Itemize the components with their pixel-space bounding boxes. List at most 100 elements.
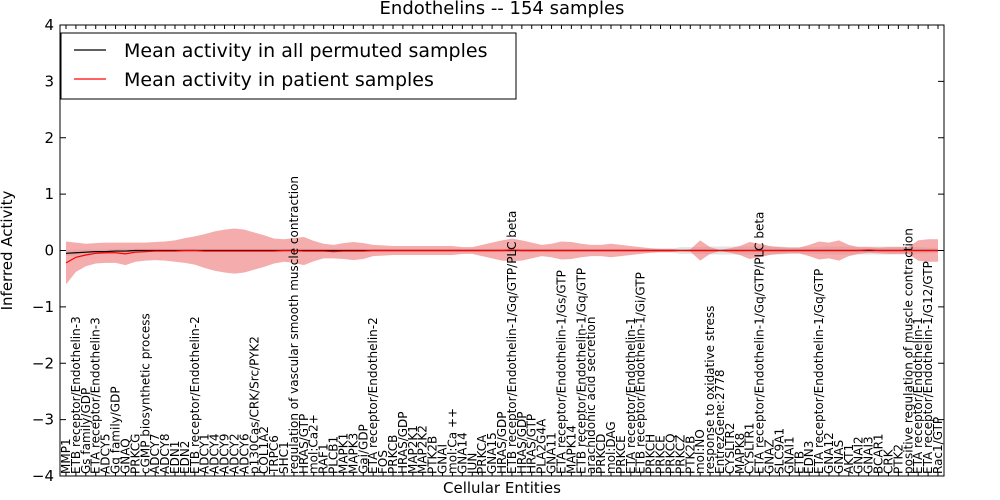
x-tick-label: ETA receptor/Endothelin-3 (89, 317, 103, 474)
x-tick-label: SHC1 (277, 441, 291, 474)
x-tick-label: mol:DAG (604, 421, 618, 474)
x-tick-label: TRPC6 (267, 435, 281, 475)
x-tick-label: PRKCQ (663, 433, 677, 474)
x-tick-label: PRKCH (644, 434, 658, 474)
x-tick-label: ETA receptor/Endothelin-1/G12/GTP (921, 261, 935, 474)
x-tick-label: CYSLTR2 (723, 423, 737, 474)
x-tick-label: ETA receptor/Endothelin-1/Gq/GTP (812, 269, 826, 474)
x-tick-label: BCAR1 (872, 433, 886, 474)
x-tick-label: ADCY5 (99, 433, 113, 474)
x-tick-label: GNAQ (118, 438, 132, 474)
x-tick-label: PRKCE (614, 435, 628, 474)
x-tick-label: FOS (376, 450, 390, 474)
x-tick-label: arachidonic acid secretion (584, 317, 598, 474)
y-tick-label: −4 (32, 467, 54, 485)
legend: Mean activity in all permuted samples Me… (60, 32, 517, 100)
chart-title: Endothelins -- 154 samples (380, 0, 625, 19)
x-tick-label: PRKCD (594, 434, 608, 474)
x-tick-label: GNA15 (485, 432, 499, 474)
series-lines (65, 249, 938, 264)
x-tick-label: ETA receptor/Endothelin-1/Gq/GTP/PLC bet… (753, 212, 767, 474)
x-tick-label: ADCY2 (227, 433, 241, 474)
y-tick-label: 3 (44, 72, 54, 90)
x-tick-label: mol:Ca2+ (307, 414, 321, 474)
x-tick-label: GNA14 (455, 432, 469, 474)
x-tick-label: SLC9A1 (772, 428, 786, 474)
x-tick-label: PRKCB (386, 435, 400, 474)
x-tick-label: EDN1 (168, 441, 182, 474)
x-tick-label: ETA receptor/Endothelin-1/Gs/GTP (554, 270, 568, 474)
x-tick-label: PRKCZ (673, 435, 687, 474)
x-tick-label: MMP1 (59, 438, 73, 474)
x-tick-label: ETB receptor/Endothelin-1/Gi/GTP (634, 272, 648, 474)
x-tick-label: ETA receptor/Endothelin-2 (366, 317, 380, 474)
x-tick-label: ADCY7 (148, 433, 162, 474)
x-tick-label: positive regulation of muscle contractio… (901, 228, 915, 474)
x-tick-label: GNAI2 (852, 436, 866, 474)
x-tick-label: PTK2 (891, 444, 905, 474)
x-tick-label: Rac1/GTP (931, 417, 945, 474)
x-tick-label: RAF1 (317, 443, 331, 474)
x-tick-label: Gai/GDP (356, 424, 370, 474)
x-tick-label: PRKCA (475, 434, 489, 474)
x-tick-label: GNA12 (822, 432, 836, 474)
x-tick-label: PTK2B (426, 436, 440, 474)
y-tick-label: −2 (32, 354, 54, 372)
y-tick-label: 2 (44, 129, 54, 147)
x-tick-label: HRAS/GDP (495, 411, 509, 474)
legend-box (60, 32, 517, 100)
x-tick-label: COL1A2 (257, 426, 271, 474)
x-tick-label: Gq family/GDP (109, 386, 123, 474)
x-tick-label: ADCY4 (208, 433, 222, 474)
x-tick-label: HRAS/GDP (396, 411, 410, 474)
x-tick-label: GNA11 (545, 432, 559, 474)
x-tick-label: ADCY6 (237, 433, 251, 474)
x-tick-label: ETA receptor/Endothelin-1 (624, 317, 638, 474)
x-tick-label: ADCY8 (158, 433, 172, 474)
band-patient (66, 228, 938, 285)
x-tick-label: JUN (465, 453, 479, 475)
x-tick-label: MAP2K1 (406, 425, 420, 474)
y-tick-label: −3 (32, 411, 54, 429)
x-tick-label: EDN3 (802, 441, 816, 474)
x-tick-label: EDN2 (178, 441, 192, 474)
x-tick-label: PLA2G4A (535, 418, 549, 474)
x-tick-label: PRKCG (128, 434, 142, 474)
y-tick-label: 4 (44, 16, 54, 34)
x-tick-label: ETB (792, 451, 806, 474)
y-tick-label: 1 (44, 185, 54, 203)
legend-label-patient: Mean activity in patient samples (124, 69, 434, 91)
x-tick-label: ETB receptor/Endothelin-1/Gq/GTP/PLC bet… (505, 211, 519, 474)
x-tick-label: mol:NO (693, 429, 707, 474)
series-line-patient (65, 249, 938, 264)
x-tick-label: mol:Ca ++ (445, 408, 459, 474)
y-axis-title: Inferred Activity (0, 190, 16, 310)
x-tick-label: HRAS/GTP (297, 414, 311, 474)
x-tick-label: CYSLTR1 (743, 423, 757, 474)
x-tick-label: HRAS/GTP (525, 414, 539, 474)
x-tick-label: ETB receptor/Endothelin-2 (188, 316, 202, 474)
x-tick-label: MAPK8 (733, 433, 747, 474)
x-tick-label: GNAS (832, 440, 846, 474)
x-tick-label: GNAI1 (782, 436, 796, 474)
x-tick-label: PRKCE (654, 435, 668, 474)
legend-label-permuted: Mean activity in all permuted samples (124, 40, 487, 62)
x-tick-label: ETB receptor/Endothelin-1/Gq/GTP (574, 268, 588, 474)
x-tick-label: ETB receptor/Endothelin-3 (69, 316, 83, 474)
x-tick-label: AKT1 (842, 444, 856, 474)
x-tick-label: response to oxidative stress (703, 306, 717, 474)
x-tick-label: Gs family/GDP (79, 388, 93, 474)
x-tick-label: ADCY1 (198, 433, 212, 474)
x-tick-label: GNAI (436, 444, 450, 474)
x-tick-label: regulation of vascular smooth muscle con… (287, 176, 301, 474)
x-axis-title: Cellular Entities (443, 479, 561, 497)
x-tick-label: cGMP biosynthetic process (138, 313, 152, 474)
x-tick-label: PTK2B (683, 436, 697, 474)
x-tick-label: CRK (881, 448, 895, 474)
x-tick-label: MAP2K2 (416, 425, 430, 474)
x-tick-label: PLCB1 (327, 436, 341, 474)
x-tick-label: MAPK14 (564, 425, 578, 474)
x-tick-label: HRAS/GDP (515, 411, 529, 474)
